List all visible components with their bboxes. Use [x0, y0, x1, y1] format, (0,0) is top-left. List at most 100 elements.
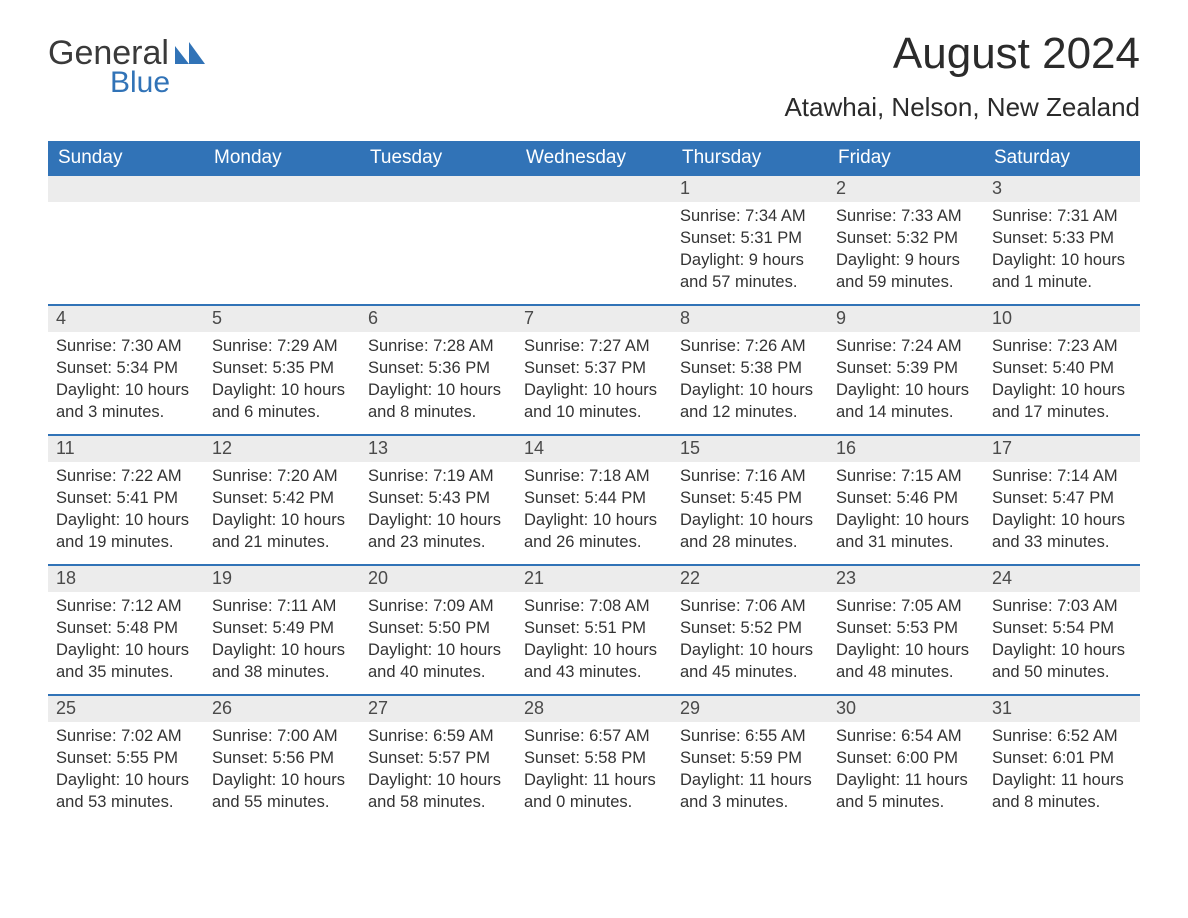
- sunrise-line: Sunrise: 7:11 AM: [212, 596, 352, 618]
- sunset-line: Sunset: 5:48 PM: [56, 618, 196, 640]
- sunset-line: Sunset: 5:58 PM: [524, 748, 664, 770]
- day-body: [516, 202, 672, 214]
- day-number: 2: [828, 176, 984, 202]
- day-cell: 26Sunrise: 7:00 AMSunset: 5:56 PMDayligh…: [204, 696, 360, 824]
- sunset-line: Sunset: 5:33 PM: [992, 228, 1132, 250]
- day-cell: 23Sunrise: 7:05 AMSunset: 5:53 PMDayligh…: [828, 566, 984, 694]
- sunrise-line: Sunrise: 7:09 AM: [368, 596, 508, 618]
- daylight-line: Daylight: 10 hours and 10 minutes.: [524, 380, 664, 424]
- day-number: 15: [672, 436, 828, 462]
- logo-mark-icon: [175, 42, 205, 69]
- day-body: Sunrise: 7:29 AMSunset: 5:35 PMDaylight:…: [204, 332, 360, 431]
- day-body: Sunrise: 7:30 AMSunset: 5:34 PMDaylight:…: [48, 332, 204, 431]
- daylight-line: Daylight: 10 hours and 6 minutes.: [212, 380, 352, 424]
- day-number: 23: [828, 566, 984, 592]
- sunset-line: Sunset: 5:56 PM: [212, 748, 352, 770]
- day-body: Sunrise: 7:06 AMSunset: 5:52 PMDaylight:…: [672, 592, 828, 691]
- day-cell: 30 Sunrise: 6:54 AMSunset: 6:00 PMDayligh…: [828, 696, 984, 824]
- logo: General Blue: [48, 30, 205, 98]
- day-body: Sunrise: 6:52 AMSunset: 6:01 PMDaylight:…: [984, 722, 1140, 821]
- day-cell: 29Sunrise: 6:55 AMSunset: 5:59 PMDayligh…: [672, 696, 828, 824]
- day-body: Sunrise: 7:15 AMSunset: 5:46 PMDaylight:…: [828, 462, 984, 561]
- daylight-line: Daylight: 10 hours and 28 minutes.: [680, 510, 820, 554]
- day-body: Sunrise: 7:33 AMSunset: 5:32 PMDaylight:…: [828, 202, 984, 301]
- sunrise-line: Sunrise: 7:08 AM: [524, 596, 664, 618]
- day-cell: 6 Sunrise: 7:28 AMSunset: 5:36 PMDaylight…: [360, 306, 516, 434]
- day-number: 22: [672, 566, 828, 592]
- weekday-header: Sunday: [48, 141, 204, 176]
- sunset-line: Sunset: 6:01 PM: [992, 748, 1132, 770]
- day-number: 29: [672, 696, 828, 722]
- day-number: 12: [204, 436, 360, 462]
- header: General Blue August 2024 Atawhai, Nelson…: [48, 30, 1140, 123]
- daylight-line: Daylight: 11 hours and 8 minutes.: [992, 770, 1132, 814]
- sunrise-line: Sunrise: 6:54 AM: [836, 726, 976, 748]
- day-cell: 22Sunrise: 7:06 AMSunset: 5:52 PMDayligh…: [672, 566, 828, 694]
- day-body: Sunrise: 7:27 AMSunset: 5:37 PMDaylight:…: [516, 332, 672, 431]
- daylight-line: Daylight: 10 hours and 33 minutes.: [992, 510, 1132, 554]
- day-cell: [516, 176, 672, 304]
- day-body: Sunrise: 7:09 AMSunset: 5:50 PMDaylight:…: [360, 592, 516, 691]
- sunset-line: Sunset: 5:36 PM: [368, 358, 508, 380]
- sunset-line: Sunset: 5:59 PM: [680, 748, 820, 770]
- sunrise-line: Sunrise: 7:14 AM: [992, 466, 1132, 488]
- day-number: 20: [360, 566, 516, 592]
- sunset-line: Sunset: 5:40 PM: [992, 358, 1132, 380]
- daylight-line: Daylight: 10 hours and 8 minutes.: [368, 380, 508, 424]
- sunset-line: Sunset: 5:51 PM: [524, 618, 664, 640]
- daylight-line: Daylight: 10 hours and 45 minutes.: [680, 640, 820, 684]
- weekday-header: Tuesday: [360, 141, 516, 176]
- day-number: [360, 176, 516, 202]
- sunset-line: Sunset: 6:00 PM: [836, 748, 976, 770]
- day-body: Sunrise: 7:34 AMSunset: 5:31 PMDaylight:…: [672, 202, 828, 301]
- day-body: Sunrise: 7:14 AMSunset: 5:47 PMDaylight:…: [984, 462, 1140, 561]
- day-number: 13: [360, 436, 516, 462]
- day-cell: 28Sunrise: 6:57 AMSunset: 5:58 PMDayligh…: [516, 696, 672, 824]
- day-body: Sunrise: 7:18 AMSunset: 5:44 PMDaylight:…: [516, 462, 672, 561]
- sunrise-line: Sunrise: 7:00 AM: [212, 726, 352, 748]
- daylight-line: Daylight: 10 hours and 12 minutes.: [680, 380, 820, 424]
- day-body: Sunrise: 7:16 AMSunset: 5:45 PMDaylight:…: [672, 462, 828, 561]
- sunset-line: Sunset: 5:43 PM: [368, 488, 508, 510]
- daylight-line: Daylight: 11 hours and 3 minutes.: [680, 770, 820, 814]
- location: Atawhai, Nelson, New Zealand: [784, 92, 1140, 123]
- week-row: 4Sunrise: 7:30 AMSunset: 5:34 PMDaylight…: [48, 304, 1140, 434]
- daylight-line: Daylight: 11 hours and 5 minutes.: [836, 770, 976, 814]
- sunrise-line: Sunrise: 7:24 AM: [836, 336, 976, 358]
- day-body: Sunrise: 7:24 AMSunset: 5:39 PMDaylight:…: [828, 332, 984, 431]
- day-number: 5: [204, 306, 360, 332]
- weekday-header: Thursday: [672, 141, 828, 176]
- day-body: Sunrise: 7:31 AMSunset: 5:33 PMDaylight:…: [984, 202, 1140, 301]
- day-body: Sunrise: 7:00 AMSunset: 5:56 PMDaylight:…: [204, 722, 360, 821]
- sunset-line: Sunset: 5:38 PM: [680, 358, 820, 380]
- weekday-header: Saturday: [984, 141, 1140, 176]
- daylight-line: Daylight: 10 hours and 55 minutes.: [212, 770, 352, 814]
- daylight-line: Daylight: 10 hours and 19 minutes.: [56, 510, 196, 554]
- day-cell: 18Sunrise: 7:12 AMSunset: 5:48 PMDayligh…: [48, 566, 204, 694]
- sunset-line: Sunset: 5:47 PM: [992, 488, 1132, 510]
- day-cell: 27Sunrise: 6:59 AMSunset: 5:57 PMDayligh…: [360, 696, 516, 824]
- daylight-line: Daylight: 9 hours and 57 minutes.: [680, 250, 820, 294]
- week-row: 18Sunrise: 7:12 AMSunset: 5:48 PMDayligh…: [48, 564, 1140, 694]
- day-body: [48, 202, 204, 214]
- weekday-header-row: SundayMondayTuesdayWednesdayThursdayFrid…: [48, 141, 1140, 176]
- day-number: [48, 176, 204, 202]
- daylight-line: Daylight: 10 hours and 53 minutes.: [56, 770, 196, 814]
- day-number: 26: [204, 696, 360, 722]
- day-number: 6: [360, 306, 516, 332]
- daylight-line: Daylight: 10 hours and 17 minutes.: [992, 380, 1132, 424]
- day-cell: 21Sunrise: 7:08 AMSunset: 5:51 PMDayligh…: [516, 566, 672, 694]
- sunset-line: Sunset: 5:42 PM: [212, 488, 352, 510]
- day-cell: 20Sunrise: 7:09 AMSunset: 5:50 PMDayligh…: [360, 566, 516, 694]
- day-number: 30: [828, 696, 984, 722]
- day-number: 14: [516, 436, 672, 462]
- weekday-header: Friday: [828, 141, 984, 176]
- sunrise-line: Sunrise: 7:28 AM: [368, 336, 508, 358]
- day-body: Sunrise: 7:19 AMSunset: 5:43 PMDaylight:…: [360, 462, 516, 561]
- day-body: Sunrise: 7:03 AMSunset: 5:54 PMDaylight:…: [984, 592, 1140, 691]
- day-body: [204, 202, 360, 214]
- day-number: 24: [984, 566, 1140, 592]
- sunrise-line: Sunrise: 7:27 AM: [524, 336, 664, 358]
- day-cell: 31Sunrise: 6:52 AMSunset: 6:01 PMDayligh…: [984, 696, 1140, 824]
- day-number: 27: [360, 696, 516, 722]
